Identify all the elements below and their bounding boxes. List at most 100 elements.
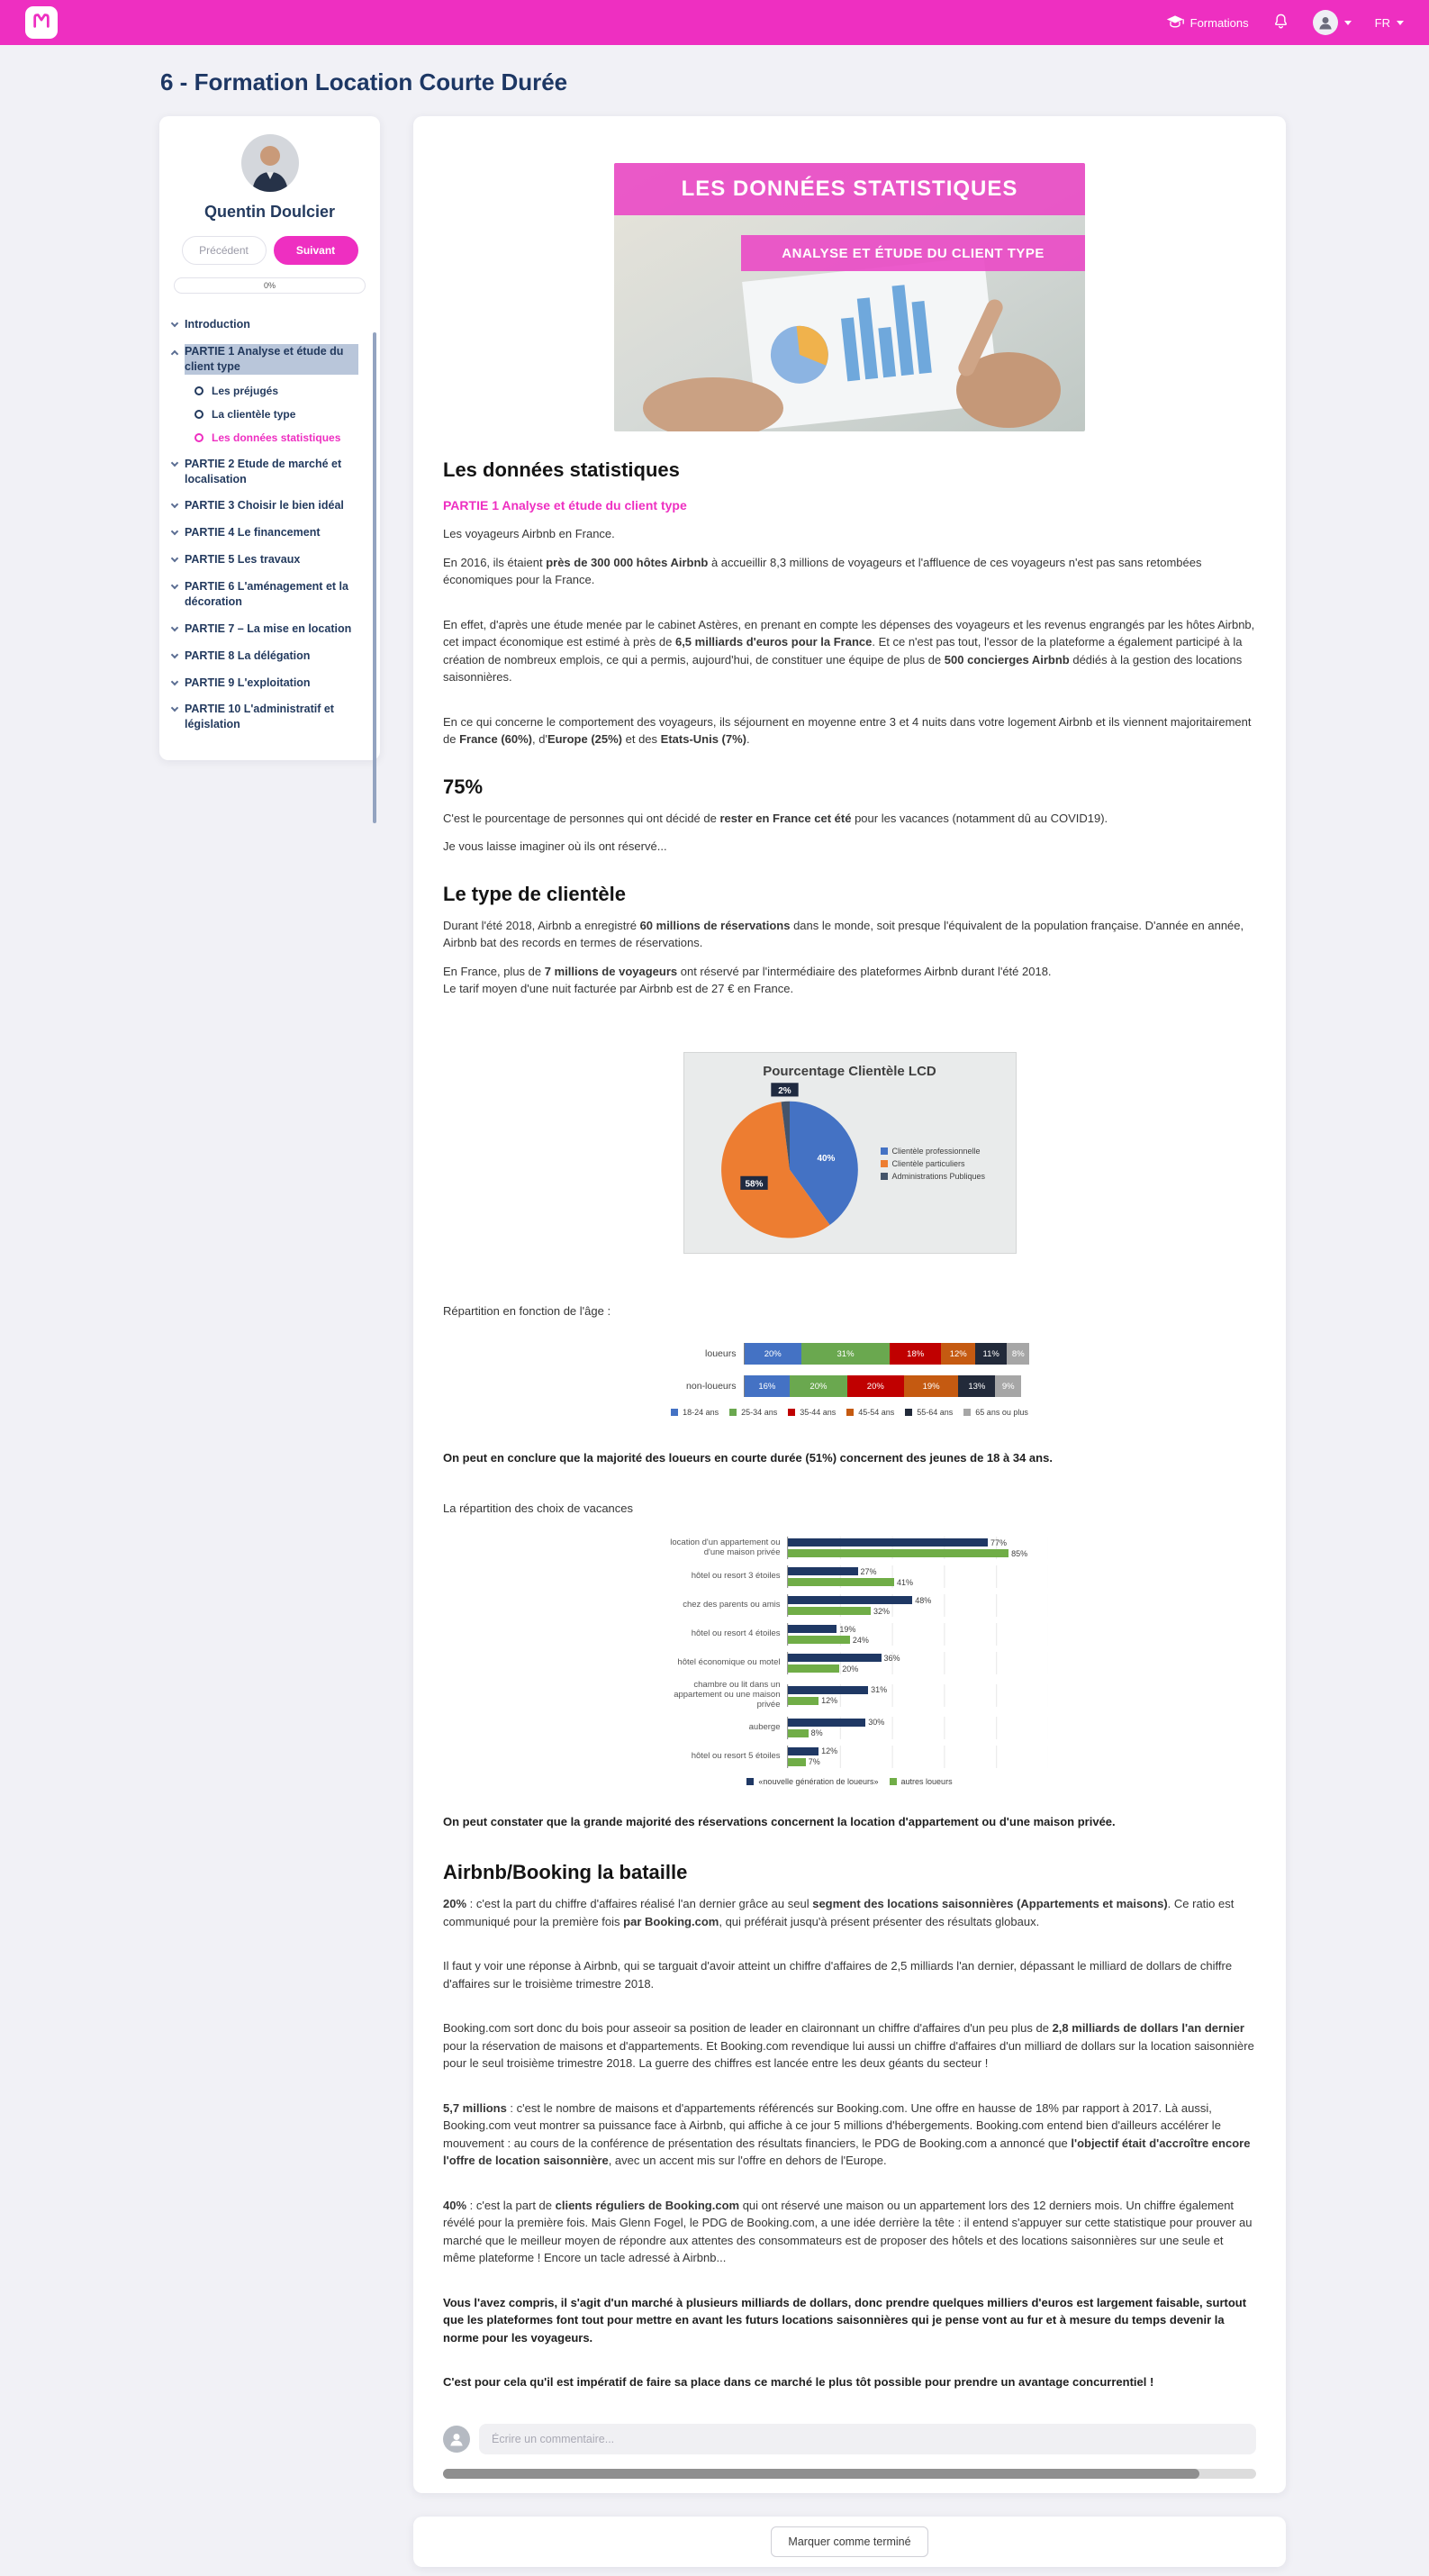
nav-item-label: PARTIE 2 Etude de marché et localisation	[185, 457, 342, 485]
radio-icon	[194, 432, 203, 442]
category-label: hôtel ou resort 3 étoiles	[691, 1571, 781, 1582]
legend-swatch	[880, 1173, 888, 1180]
chevron-down-icon	[1343, 20, 1352, 25]
bar-segment: 16%	[744, 1375, 791, 1397]
sidebar-nav-item[interactable]: PARTIE 5 Les travaux	[170, 545, 358, 572]
chevron-down-icon	[170, 704, 179, 712]
category-label: location d'un appartement ou d'une maiso…	[670, 1537, 781, 1557]
sidebar-nav-subitem[interactable]: Les données statistiques	[194, 426, 358, 449]
bar-segment: 11%	[975, 1343, 1008, 1365]
legend-item: Administrations Publiques	[880, 1172, 996, 1181]
nav-item-label: PARTIE 10 L'administratif et législation	[185, 703, 334, 731]
brand-logo[interactable]	[25, 6, 58, 39]
sidebar-nav-item[interactable]: Introduction	[170, 310, 358, 337]
bar-value-label: 48%	[915, 1595, 932, 1605]
pie-chart-figure: Pourcentage Clientèle LCD 40% 58% 2% Clien…	[683, 1051, 1017, 1254]
language-selector[interactable]: FR	[1375, 16, 1404, 30]
sidebar-nav-item[interactable]: PARTIE 3 Choisir le bien idéal	[170, 491, 358, 518]
legend-item: Clientèle professionnelle	[880, 1147, 996, 1156]
lesson-paragraph: Vous l'avez compris, il s'agit d'un marc…	[443, 2295, 1247, 2345]
age-chart-legend: 18-24 ans 25-34 ans 35-44 ans 45-54 ans 55-6…	[670, 1408, 1030, 1417]
sidebar-nav-item[interactable]: PARTIE 6 L'aménagement et la décoration	[170, 572, 358, 614]
legend-swatch	[889, 1777, 897, 1785]
bar-value-label: 31%	[871, 1685, 888, 1695]
mark-complete-button[interactable]: Marquer comme terminé	[771, 2526, 928, 2557]
legend-item: «nouvelle génération de loueurs»	[746, 1777, 879, 1786]
progress-bar: 0%	[174, 277, 366, 294]
sidebar-nav-item[interactable]: PARTIE 9 L'exploitation	[170, 668, 358, 695]
sidebar-nav-item[interactable]: PARTIE 8 La délégation	[170, 641, 358, 668]
category-label: hôtel ou resort 4 étoiles	[691, 1628, 781, 1639]
vacation-chart-rows: location d'un appartement ou d'une maiso…	[652, 1537, 1048, 1768]
formations-menu[interactable]: Formations	[1166, 14, 1249, 32]
sidebar-nav-item[interactable]: PARTIE 4 Le financement	[170, 518, 358, 545]
bar-segment: 18%	[890, 1343, 942, 1365]
pie-slice	[720, 1101, 830, 1238]
sidebar-nav-item[interactable]: PARTIE 2 Etude de marché et localisation	[170, 449, 358, 492]
svg-text:2%: 2%	[778, 1086, 791, 1096]
lesson-paragraph: 40% : c'est la part de clients réguliers…	[443, 2198, 1253, 2265]
legend-swatch	[880, 1147, 888, 1155]
lesson-paragraph: 5,7 millions : c'est le nombre de maison…	[443, 2100, 1251, 2168]
bar-segment: 9%	[995, 1375, 1021, 1397]
chevron-down-icon	[170, 623, 179, 631]
horizontal-scrollbar-thumb[interactable]	[443, 2468, 1199, 2479]
nav-item-label: PARTIE 1 Analyse et étude du client type	[185, 343, 358, 375]
legend-swatch	[846, 1409, 855, 1416]
bar-value-label: 7%	[808, 1757, 820, 1767]
bar	[787, 1685, 869, 1694]
bar-value-label: 41%	[896, 1577, 913, 1587]
chevron-down-icon	[170, 581, 179, 590]
bell-icon	[1272, 13, 1289, 32]
lesson-paragraph: En 2016, ils étaient près de 300 000 hôt…	[443, 555, 1202, 587]
chart-row: auberge 30% 8%	[652, 1716, 1048, 1739]
lesson-paragraph: Il faut y voir une réponse à Airbnb, qui…	[443, 1959, 1233, 1991]
bar-segment: 19%	[904, 1375, 959, 1397]
bar-value-label: 36%	[883, 1653, 900, 1663]
chevron-down-icon	[1397, 20, 1404, 25]
sidebar-scrollbar[interactable]	[373, 332, 376, 823]
user-menu[interactable]	[1312, 10, 1352, 35]
svg-text:58%: 58%	[745, 1179, 763, 1189]
sidebar-nav-item[interactable]: PARTIE 1 Analyse et étude du client type	[170, 337, 358, 379]
radio-icon	[194, 409, 203, 419]
legend-swatch	[671, 1409, 679, 1416]
legend-item: 35-44 ans	[788, 1408, 836, 1417]
next-button[interactable]: Suivant	[273, 236, 358, 265]
lesson-paragraph: En France, plus de 7 millions de voyageu…	[443, 964, 1052, 996]
previous-button[interactable]: Précédent	[181, 236, 267, 265]
legend-item: 25-34 ans	[729, 1408, 777, 1417]
sidebar-nav-subitem[interactable]: La clientèle type	[194, 403, 358, 426]
lesson-paragraph: Durant l'été 2018, Airbnb a enregistré 6…	[443, 918, 1244, 950]
sidebar-nav-subitem[interactable]: Les préjugés	[194, 379, 358, 403]
bar	[787, 1636, 850, 1644]
formations-label: Formations	[1189, 15, 1249, 30]
age-chart-rows: loueurs 20% 31% 18% 12% 11% 8% non-loueurs 16% 20…	[670, 1343, 1030, 1397]
lesson-paragraph: Les voyageurs Airbnb en France.	[443, 527, 615, 540]
lesson-paragraph: C'est le pourcentage de personnes qui on…	[443, 811, 1108, 825]
sidebar-nav-item[interactable]: PARTIE 7 – La mise en location	[170, 614, 358, 641]
lesson-paragraph: En ce qui concerne le comportement des v…	[443, 714, 1252, 747]
bar-segment: 12%	[941, 1343, 976, 1365]
language-label: FR	[1374, 15, 1390, 30]
legend-swatch	[963, 1409, 972, 1416]
legend-swatch	[729, 1409, 737, 1416]
horizontal-scrollbar[interactable]	[443, 2468, 1256, 2479]
bar-value-label: 77%	[990, 1537, 1008, 1547]
lesson-banner-image: LES DONNÉES STATISTIQUES ANALYSE ET ÉTUD…	[614, 163, 1085, 431]
nav-item-label: PARTIE 6 L'aménagement et la décoration	[185, 580, 348, 608]
comment-input[interactable]	[479, 2423, 1256, 2454]
chart-row: chambre ou lit dans un appartement ou un…	[652, 1680, 1048, 1710]
chart-conclusion: On peut en conclure que la majorité des …	[443, 1451, 1053, 1465]
bar-value-label: 20%	[842, 1664, 859, 1673]
commenter-avatar	[443, 2425, 470, 2453]
sidebar-nav-item[interactable]: PARTIE 10 L'administratif et législation	[170, 694, 358, 737]
chart-conclusion: On peut constater que la grande majorité…	[443, 1814, 1116, 1828]
user-avatar	[1312, 10, 1338, 35]
graduation-cap-icon	[1166, 14, 1184, 32]
notifications-button[interactable]	[1272, 13, 1289, 32]
lesson-paragraph: En effet, d'après une étude menée par le…	[443, 617, 1255, 685]
legend-swatch	[905, 1409, 913, 1416]
bar-segment: 20%	[790, 1375, 847, 1397]
pie-chart: 40% 58% 2%	[720, 1082, 858, 1238]
